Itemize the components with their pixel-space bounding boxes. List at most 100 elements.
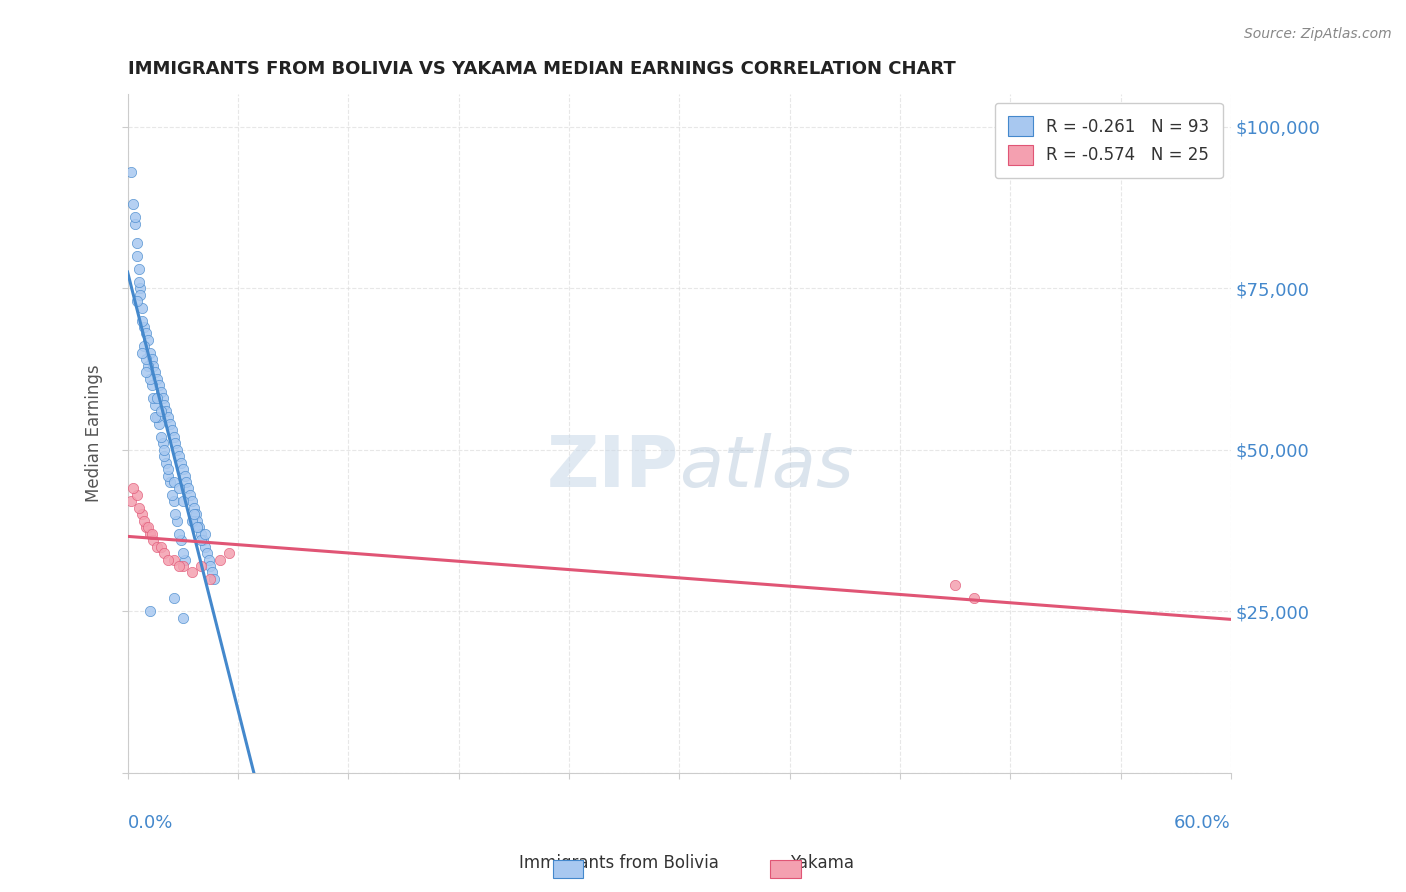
- Point: [146, 372, 169, 386]
- Point: [191, 533, 214, 548]
- Point: [190, 559, 212, 574]
- Point: [128, 275, 150, 289]
- Point: [125, 249, 148, 263]
- Point: [943, 578, 966, 592]
- Point: [120, 165, 142, 179]
- Point: [218, 546, 240, 560]
- Point: [159, 475, 181, 489]
- Point: [197, 552, 219, 566]
- Point: [152, 436, 174, 450]
- Point: [184, 508, 207, 522]
- Point: [135, 365, 157, 379]
- Point: [172, 610, 194, 624]
- Point: [142, 359, 165, 373]
- Point: [183, 500, 205, 515]
- Point: [162, 552, 184, 566]
- Point: [155, 456, 177, 470]
- Point: [138, 372, 160, 386]
- Text: ZIP: ZIP: [547, 433, 679, 502]
- Point: [167, 559, 190, 574]
- Point: [142, 533, 165, 548]
- Point: [143, 365, 166, 379]
- Point: [190, 533, 212, 548]
- Point: [152, 391, 174, 405]
- Point: [146, 410, 169, 425]
- Point: [136, 333, 159, 347]
- Point: [134, 514, 156, 528]
- Point: [153, 449, 176, 463]
- Text: IMMIGRANTS FROM BOLIVIA VS YAKAMA MEDIAN EARNINGS CORRELATION CHART: IMMIGRANTS FROM BOLIVIA VS YAKAMA MEDIAN…: [128, 60, 955, 78]
- Point: [155, 404, 177, 418]
- Point: [181, 514, 204, 528]
- Y-axis label: Median Earnings: Median Earnings: [86, 365, 103, 502]
- Point: [172, 559, 194, 574]
- Point: [181, 494, 204, 508]
- Point: [138, 526, 160, 541]
- Point: [153, 397, 176, 411]
- Point: [138, 346, 160, 360]
- Point: [149, 404, 172, 418]
- Point: [183, 508, 205, 522]
- Point: [186, 520, 208, 534]
- Point: [146, 391, 169, 405]
- Point: [157, 552, 180, 566]
- Point: [202, 572, 225, 586]
- Point: [141, 378, 163, 392]
- Point: [165, 508, 187, 522]
- Point: [124, 210, 146, 224]
- Point: [200, 572, 222, 586]
- Point: [195, 546, 218, 560]
- Point: [131, 346, 153, 360]
- Point: [194, 526, 217, 541]
- Text: 0.0%: 0.0%: [128, 814, 173, 832]
- Point: [134, 339, 156, 353]
- Point: [129, 281, 152, 295]
- Point: [162, 494, 184, 508]
- Point: [181, 566, 204, 580]
- Point: [124, 217, 146, 231]
- Point: [125, 488, 148, 502]
- Point: [167, 526, 190, 541]
- Point: [176, 475, 198, 489]
- Point: [159, 417, 181, 431]
- Point: [135, 326, 157, 341]
- Point: [131, 301, 153, 315]
- Point: [141, 352, 163, 367]
- Point: [962, 591, 984, 606]
- Point: [188, 520, 211, 534]
- Point: [149, 540, 172, 554]
- Point: [143, 410, 166, 425]
- Point: [208, 552, 231, 566]
- Point: [146, 540, 169, 554]
- Point: [166, 442, 188, 457]
- Point: [134, 320, 156, 334]
- Point: [162, 475, 184, 489]
- Text: 60.0%: 60.0%: [1174, 814, 1232, 832]
- Point: [170, 533, 193, 548]
- Legend: R = -0.261   N = 93, R = -0.574   N = 25: R = -0.261 N = 93, R = -0.574 N = 25: [994, 103, 1223, 178]
- Point: [157, 410, 180, 425]
- Point: [128, 500, 150, 515]
- Point: [153, 546, 176, 560]
- Point: [186, 514, 208, 528]
- Point: [149, 430, 172, 444]
- Point: [120, 494, 142, 508]
- Point: [172, 546, 194, 560]
- Point: [167, 482, 190, 496]
- Point: [177, 482, 200, 496]
- Point: [153, 442, 176, 457]
- Point: [141, 526, 163, 541]
- Point: [162, 591, 184, 606]
- Point: [170, 456, 193, 470]
- Point: [165, 436, 187, 450]
- Point: [128, 261, 150, 276]
- Text: Immigrants from Bolivia: Immigrants from Bolivia: [519, 855, 718, 872]
- Point: [142, 391, 165, 405]
- Point: [172, 494, 194, 508]
- Point: [148, 417, 170, 431]
- Point: [160, 423, 183, 437]
- Point: [172, 462, 194, 476]
- Point: [167, 449, 190, 463]
- Point: [131, 313, 153, 327]
- Point: [135, 520, 157, 534]
